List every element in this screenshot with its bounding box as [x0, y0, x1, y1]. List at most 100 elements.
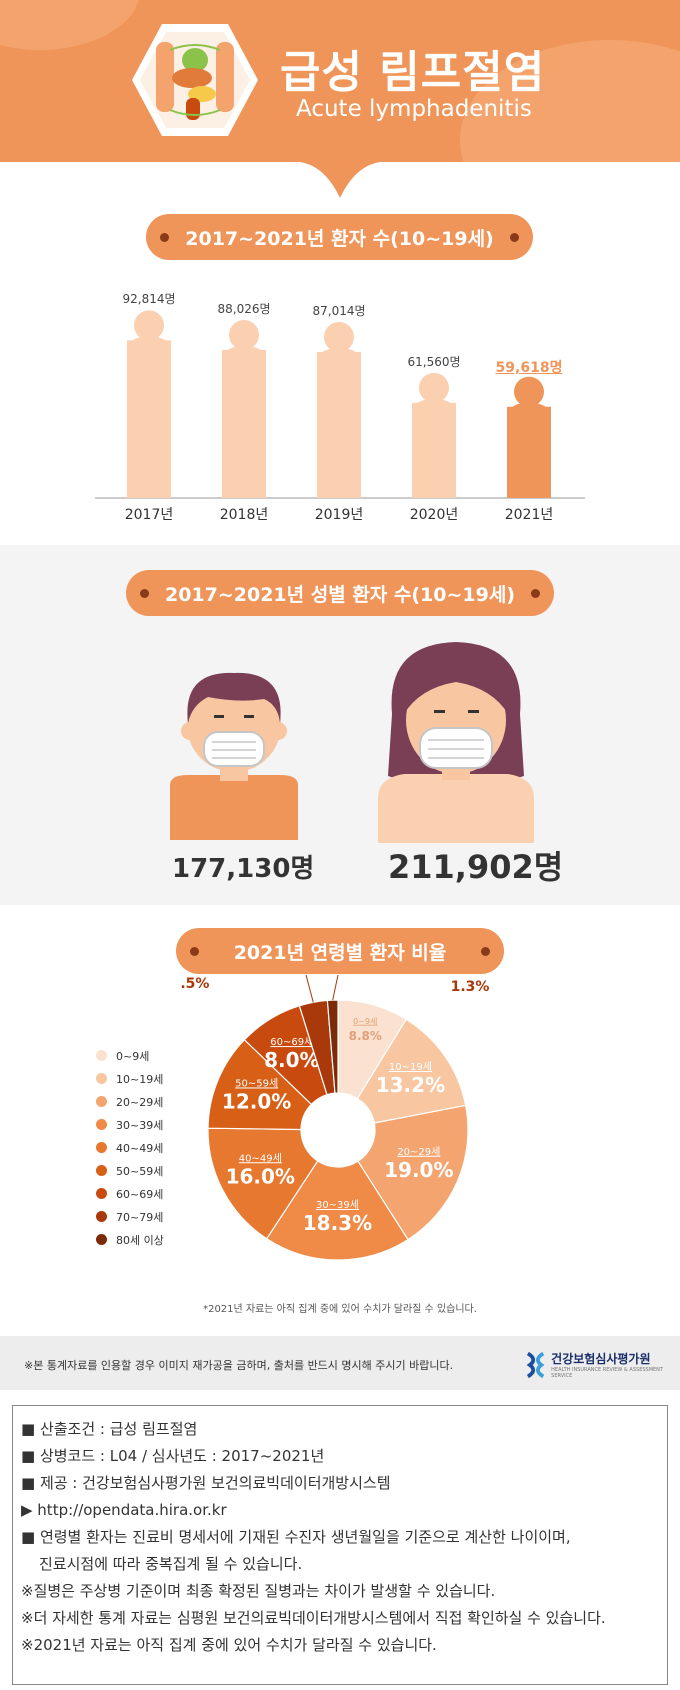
info-link[interactable]: ▶ http://opendata.hira.or.kr [21, 1501, 227, 1519]
slice-category-label: 10~19세 [389, 1061, 432, 1073]
legend-swatch [96, 1234, 107, 1245]
female-value: 211,902명 [388, 848, 564, 886]
section1-title-pill: 2017~2021년 환자 수(10~19세) [146, 214, 533, 260]
section2-title-pill: 2017~2021년 성별 환자 수(10~19세) [126, 570, 554, 616]
hira-org-name: 건강보험심사평가원 [551, 1352, 651, 1366]
legend-swatch [96, 1188, 107, 1199]
hira-logo: 건강보험심사평가원 HEALTH INSURANCE REVIEW & ASSE… [526, 1350, 680, 1379]
legend-item: 50~59세 [96, 1159, 164, 1182]
pie-slice [207, 1127, 319, 1240]
legend-item: 40~49세 [96, 1136, 164, 1159]
bar-category-label: 2017년 [124, 507, 174, 523]
slice-category-label: 60~69세 [270, 1036, 313, 1048]
slice-category-label: 50~59세 [235, 1077, 278, 1089]
bar-value-label: 59,618명 [495, 359, 563, 376]
bar [127, 340, 171, 498]
bar-category-label: 2020년 [409, 507, 459, 523]
pill-dot [160, 233, 169, 242]
bar-head [324, 321, 354, 352]
notice-text: ※본 통계자료를 인용할 경우 이미지 재가공을 금하며, 출처를 반드시 명시… [24, 1359, 454, 1372]
slice-category-label: 40~49세 [239, 1152, 282, 1164]
info-line: ■ 산출조건 : 급성 림프절염 [21, 1420, 198, 1438]
legend-item: 0~9세 [96, 1044, 164, 1067]
legend-item: 20~29세 [96, 1090, 164, 1113]
bar-head [514, 376, 544, 407]
male-value: 177,130명 [172, 854, 315, 884]
slice-value-label: 18.3% [303, 1211, 372, 1235]
hira-logo-icon [526, 1351, 545, 1378]
slice-category-label: 30~39세 [316, 1199, 359, 1211]
pie-slice [357, 1104, 469, 1241]
slice-value-label: 19.0% [384, 1158, 453, 1182]
slice-value-label: 3.5% [180, 976, 209, 992]
section3-footnote: *2021년 자료는 아직 집계 중에 있어 수치가 달라질 수 있습니다. [203, 1304, 477, 1315]
bar-value-label: 92,814명 [122, 292, 176, 307]
legend-item: 30~39세 [96, 1113, 164, 1136]
legend-swatch [96, 1073, 107, 1084]
bar-head [229, 319, 259, 350]
bar-shoulder [317, 347, 361, 364]
info-line: ■ 상병코드 : L04 / 심사년도 : 2017~2021년 [21, 1447, 325, 1465]
bar [507, 406, 551, 498]
info-box: ■ 산출조건 : 급성 림프절염 ■ 상병코드 : L04 / 심사년도 : 2… [12, 1405, 668, 1685]
pie-slice [326, 999, 339, 1094]
boy-mask-icon [170, 672, 298, 840]
legend-label: 30~39세 [116, 1118, 164, 1132]
header-decoration [0, 0, 140, 50]
info-line: 진료시점에 따라 중복집계 될 수 있습니다. [39, 1555, 303, 1573]
info-line: ■ 연령별 환자는 진료비 명세서에 기재된 수진자 생년월일을 기준으로 계산… [21, 1528, 571, 1546]
hira-org-sub: HEALTH INSURANCE REVIEW & ASSESSMENT SER… [551, 1367, 663, 1379]
legend-label: 40~49세 [116, 1141, 164, 1155]
bar-shoulder [222, 345, 266, 362]
slice-value-label: 8.0% [264, 1048, 319, 1072]
bar-category-label: 2018년 [219, 507, 269, 523]
pill-dot [531, 589, 540, 598]
slice-value-label: 12.0% [222, 1089, 291, 1113]
bar [222, 349, 266, 498]
legend-swatch [96, 1165, 107, 1176]
slice-value-label: 1.3% [451, 979, 490, 995]
pie-slice [207, 1038, 313, 1131]
pie-slice [356, 1018, 467, 1124]
legend-swatch [96, 1211, 107, 1222]
legend-label: 10~19세 [116, 1072, 164, 1086]
section2-title: 2017~2021년 성별 환자 수(10~19세) [164, 583, 516, 606]
bar [412, 402, 456, 498]
bar-shoulder [127, 336, 171, 353]
girl-mask-icon [378, 642, 534, 843]
pill-dot [190, 947, 199, 956]
pill-dot [510, 233, 519, 242]
legend-label: 80세 이상 [116, 1233, 164, 1247]
legend-swatch [96, 1050, 107, 1061]
pill-dot [481, 947, 490, 956]
slice-value-label: 8.8% [349, 1029, 382, 1043]
legend-item: 70~79세 [96, 1205, 164, 1228]
info-line: ※질병은 주상병 기준이며 최종 확정된 질병과는 차이가 발생할 수 있습니다… [21, 1582, 496, 1600]
slice-category-label: 0~9세 [353, 1017, 377, 1026]
legend-label: 50~59세 [116, 1164, 164, 1178]
slice-value-label: 16.0% [226, 1164, 295, 1188]
body-organs-icon [132, 24, 258, 136]
legend-label: 20~29세 [116, 1095, 164, 1109]
legend-label: 60~69세 [116, 1187, 164, 1201]
bar-category-label: 2021년 [504, 507, 554, 523]
section3-title: 2021년 연령별 환자 비율 [233, 941, 447, 964]
header-banner [0, 0, 680, 162]
bar-head [134, 310, 164, 341]
legend-swatch [96, 1119, 107, 1130]
notice-bar [0, 1336, 680, 1390]
bar [317, 351, 361, 498]
bar-value-label: 88,026명 [217, 301, 271, 316]
yearly-bar-chart [95, 310, 585, 499]
legend-label: 0~9세 [116, 1049, 150, 1063]
pill-dot [140, 589, 149, 598]
info-line: ※2021년 자료는 아직 집계 중에 있어 수치가 달라질 수 있습니다. [21, 1636, 437, 1654]
callout-line [332, 975, 339, 1001]
slice-value-label: 13.2% [376, 1073, 445, 1097]
page-title: 급성 림프절염 [280, 47, 546, 98]
legend-swatch [96, 1096, 107, 1107]
bar-category-label: 2019년 [314, 507, 364, 523]
callout-line [305, 975, 314, 1003]
slice-category-label: 20~29세 [397, 1146, 440, 1158]
legend-label: 70~79세 [116, 1210, 164, 1224]
